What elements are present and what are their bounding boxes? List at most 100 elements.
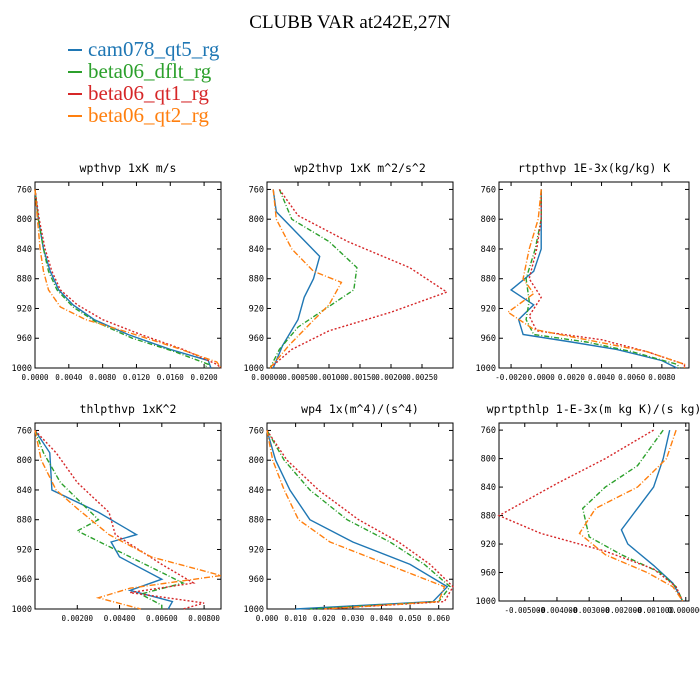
y-tick-label: 880 <box>249 516 264 526</box>
series-line-beta06-qt2-rg <box>269 189 343 369</box>
x-tick-label: 0.0080 <box>89 373 117 382</box>
y-tick-label: 960 <box>481 569 496 579</box>
series-line-beta06-qt1-rg <box>34 189 222 369</box>
legend-swatch <box>68 93 82 95</box>
chart-panel: wp4 1x(m^4)/(s^4)76080084088092096010000… <box>244 402 454 623</box>
y-tick-label: 920 <box>481 540 496 550</box>
x-tick-label: 0.0160 <box>157 373 185 382</box>
chart-title: wp2thvp 1xK m^2/s^2 <box>294 161 426 175</box>
series-line-cam078-qt5-rg <box>620 429 684 602</box>
series-line-beta06-dflt-rg <box>34 430 185 609</box>
legend-label: cam078_qt5_rg <box>88 37 220 61</box>
plot-frame <box>34 181 222 369</box>
series-line-beta06-dflt-rg <box>266 430 452 610</box>
x-tick-label: 0.00050 <box>282 373 314 382</box>
series-line-beta06-dflt-rg <box>581 429 684 602</box>
x-tick-label: 0.0020 <box>558 373 586 382</box>
series-line-beta06-qt1-rg <box>34 429 205 610</box>
x-tick-label: 0.0040 <box>55 373 83 382</box>
series-line-beta06-qt2-rg <box>506 189 686 368</box>
series-line-beta06-qt2-rg <box>578 429 684 602</box>
x-tick-label: -0.003000 <box>569 606 610 615</box>
series-line-beta06-qt2-rg <box>34 430 222 610</box>
x-tick-label: 0.0000 <box>528 373 556 382</box>
series-line-cam078-qt5-rg <box>509 189 678 369</box>
y-tick-label: 840 <box>249 245 264 255</box>
x-tick-label: 0.010 <box>284 614 307 623</box>
x-tick-label: 0.00250 <box>406 373 438 382</box>
series-line-cam078-qt5-rg <box>272 189 321 369</box>
series-line-beta06-dflt-rg <box>34 189 210 369</box>
x-tick-label: 0.00200 <box>61 614 93 623</box>
legend-item: beta06_qt1_rg <box>68 82 219 104</box>
series-line-beta06-qt1-rg <box>269 188 449 369</box>
chart-panel: wprtpthlp 1-E-3x(m kg K)/(s kg) 760 800 840… <box>476 402 700 615</box>
page-title: CLUBB VAR at242E,27N <box>249 12 451 33</box>
x-tick-label: 0.0040 <box>588 373 616 382</box>
x-tick-label: 0.00800 <box>188 614 220 623</box>
y-tick-label: 880 <box>481 512 496 522</box>
x-tick-label: 0.0120 <box>123 373 151 382</box>
y-tick-label: 840 <box>17 245 32 255</box>
x-tick-label: 0.00200 <box>375 373 407 382</box>
legend-item: beta06_dflt_rg <box>68 60 219 82</box>
x-tick-label: 0.030 <box>342 614 365 623</box>
chart-title: rtpthvp 1E-3x(kg/kg) K <box>518 161 670 175</box>
y-tick-label: 760 <box>17 185 32 195</box>
plot-frame <box>266 422 454 610</box>
legend-label: beta06_dflt_rg <box>88 59 212 83</box>
legend: cam078_qt5_rg beta06_dflt_rg beta06_qt1_rg… <box>68 38 219 126</box>
series-line-beta06-dflt-rg <box>269 189 358 369</box>
y-tick-label: 920 <box>17 545 32 555</box>
x-tick-label: 0.00000 <box>251 373 283 382</box>
y-tick-label: 800 <box>481 215 496 225</box>
x-tick-label: -0.0020 <box>495 373 527 382</box>
y-tick-label: 840 <box>481 483 496 493</box>
y-tick-label: 920 <box>481 304 496 314</box>
y-tick-label: 1000 <box>12 605 32 615</box>
legend-item: cam078_qt5_rg <box>68 38 219 60</box>
y-tick-label: 800 <box>17 215 32 225</box>
series-line-cam078-qt5-rg <box>34 430 174 610</box>
y-tick-label: 960 <box>249 575 264 585</box>
series-line-beta06-dflt-rg <box>525 189 681 369</box>
chart-panel: thlpthvp 1xK^2 760 800 840 880 920 960 1000 0.00… <box>12 402 222 623</box>
y-tick-label: 760 <box>17 426 32 436</box>
y-tick-label: 760 <box>249 185 264 195</box>
series-line-beta06-qt1-rg <box>266 430 454 610</box>
y-tick-label: 800 <box>481 455 496 465</box>
legend-swatch <box>68 49 82 51</box>
legend-label: beta06_qt1_rg <box>88 81 209 105</box>
series-line-beta06-qt2-rg <box>34 189 222 369</box>
y-tick-label: 880 <box>481 275 496 285</box>
series-line-beta06-qt2-rg <box>266 430 446 610</box>
series-line-cam078-qt5-rg <box>266 430 449 610</box>
x-tick-label: -0.001000 <box>633 606 674 615</box>
y-tick-label: 920 <box>249 304 264 314</box>
y-tick-label: 840 <box>249 486 264 496</box>
x-tick-label: 0.040 <box>370 614 393 623</box>
y-tick-label: 1000 <box>12 364 32 374</box>
x-tick-label: 0.00100 <box>313 373 345 382</box>
legend-label: beta06_qt2_rg <box>88 103 209 127</box>
y-tick-label: 1000 <box>476 597 496 607</box>
chart-panel: rtpthvp 1E-3x(kg/kg) K 760 800 840 880 920 960… <box>476 161 690 382</box>
y-tick-label: 960 <box>17 575 32 585</box>
x-tick-label: 0.060 <box>427 614 450 623</box>
y-tick-label: 760 <box>481 185 496 195</box>
x-tick-label: 0.0000 <box>21 373 49 382</box>
y-tick-label: 760 <box>249 426 264 436</box>
x-tick-label: 0.00400 <box>104 614 136 623</box>
y-tick-label: 800 <box>249 456 264 466</box>
y-tick-label: 1000 <box>244 605 264 615</box>
plot-frame <box>498 422 690 602</box>
y-tick-label: 920 <box>249 545 264 555</box>
x-tick-label: 0.050 <box>399 614 422 623</box>
x-tick-label: 0.00150 <box>344 373 376 382</box>
y-tick-label: 960 <box>481 334 496 344</box>
x-tick-label: -0.002000 <box>601 606 642 615</box>
x-tick-label: 0.0200 <box>191 373 219 382</box>
x-tick-label: 0.020 <box>313 614 336 623</box>
